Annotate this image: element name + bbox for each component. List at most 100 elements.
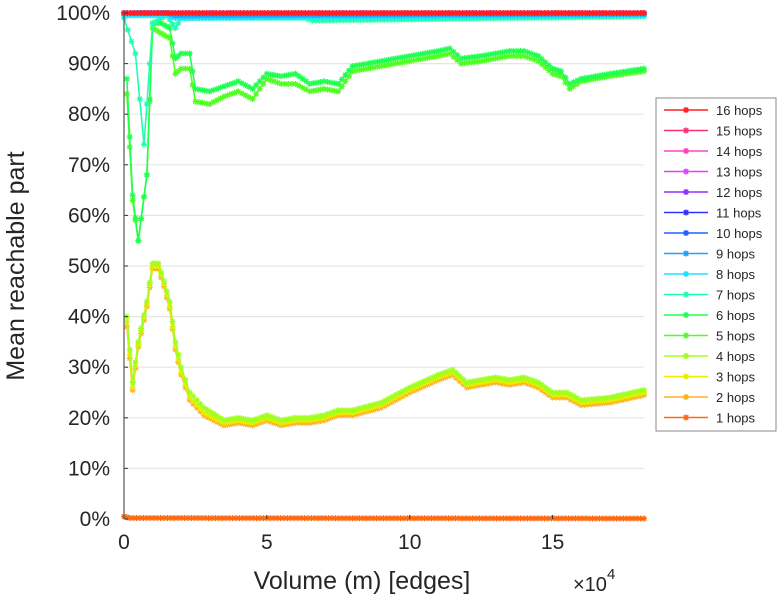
data-point	[569, 515, 575, 522]
data-point	[421, 55, 427, 62]
data-point	[207, 413, 214, 420]
data-point	[178, 50, 185, 57]
data-point	[424, 54, 431, 61]
data-point	[203, 100, 210, 107]
data-point	[220, 10, 227, 16]
data-point	[257, 10, 264, 16]
data-point	[428, 10, 435, 16]
data-point	[377, 515, 383, 522]
legend-marker	[683, 107, 689, 113]
data-point	[143, 101, 150, 108]
data-point	[381, 57, 388, 64]
data-point	[353, 62, 360, 69]
data-point	[310, 87, 317, 94]
data-point	[641, 10, 647, 16]
data-point	[146, 96, 153, 103]
data-point	[438, 370, 445, 377]
data-point	[392, 55, 399, 62]
data-point	[468, 54, 475, 61]
legend-marker	[683, 189, 689, 195]
data-point	[488, 374, 495, 381]
data-point	[596, 72, 602, 79]
data-point	[126, 133, 133, 140]
data-point	[399, 54, 406, 61]
data-point	[182, 50, 189, 57]
data-point	[367, 10, 374, 16]
data-point	[503, 376, 510, 383]
data-point	[410, 57, 417, 64]
data-point	[288, 71, 295, 78]
data-point	[215, 515, 222, 522]
data-point	[162, 10, 169, 16]
data-point	[141, 141, 147, 148]
data-point	[154, 515, 161, 522]
legend-label: 3 hops	[716, 370, 756, 385]
data-point	[578, 397, 585, 404]
data-point	[256, 78, 263, 85]
data-point	[459, 10, 466, 16]
data-point	[322, 10, 329, 16]
data-point	[613, 10, 620, 16]
data-point	[562, 74, 569, 81]
data-point	[413, 56, 420, 63]
data-point	[172, 55, 179, 62]
data-point	[553, 389, 560, 396]
data-point	[250, 515, 257, 522]
data-point	[256, 85, 263, 92]
data-point	[446, 367, 452, 374]
data-point	[132, 359, 139, 366]
data-point	[617, 392, 623, 399]
data-point	[394, 10, 401, 16]
data-point	[406, 53, 413, 60]
data-point	[497, 10, 504, 16]
data-point	[396, 54, 402, 61]
data-point	[263, 412, 270, 419]
data-point	[315, 515, 322, 522]
legend-label: 1 hops	[716, 411, 756, 426]
data-point	[190, 393, 197, 400]
data-point	[555, 515, 562, 522]
data-point	[487, 10, 494, 16]
data-point	[521, 47, 527, 54]
data-point	[152, 26, 159, 33]
data-point	[172, 25, 179, 32]
data-point	[261, 10, 268, 16]
data-point	[531, 378, 538, 385]
data-point	[574, 80, 581, 87]
data-point	[485, 375, 492, 382]
data-point	[617, 515, 623, 522]
data-point	[593, 10, 600, 16]
data-point	[141, 10, 148, 16]
data-point	[335, 80, 342, 87]
legend-item: 1 hops	[664, 411, 756, 426]
data-point	[211, 411, 217, 418]
data-point	[206, 88, 213, 95]
data-point	[524, 10, 531, 16]
data-point	[366, 515, 373, 522]
data-point	[296, 73, 302, 80]
data-point	[476, 10, 483, 16]
data-point	[589, 10, 596, 16]
data-point	[278, 10, 285, 16]
data-point	[506, 47, 513, 54]
data-point	[288, 10, 295, 16]
data-point	[233, 10, 240, 16]
data-point	[383, 515, 390, 522]
data-point	[481, 52, 488, 59]
data-point	[342, 71, 349, 78]
data-point	[442, 46, 449, 53]
legend-label: 13 hops	[716, 165, 763, 180]
data-point	[428, 54, 435, 61]
data-point	[224, 416, 231, 423]
data-point	[223, 10, 230, 16]
data-point	[562, 515, 569, 522]
data-point	[542, 64, 549, 71]
data-point	[367, 16, 374, 23]
data-point	[385, 61, 392, 68]
data-point	[513, 53, 520, 60]
data-point	[319, 10, 326, 16]
data-point	[461, 55, 468, 62]
data-point	[247, 10, 254, 16]
data-point	[274, 79, 281, 86]
data-point	[349, 515, 356, 522]
